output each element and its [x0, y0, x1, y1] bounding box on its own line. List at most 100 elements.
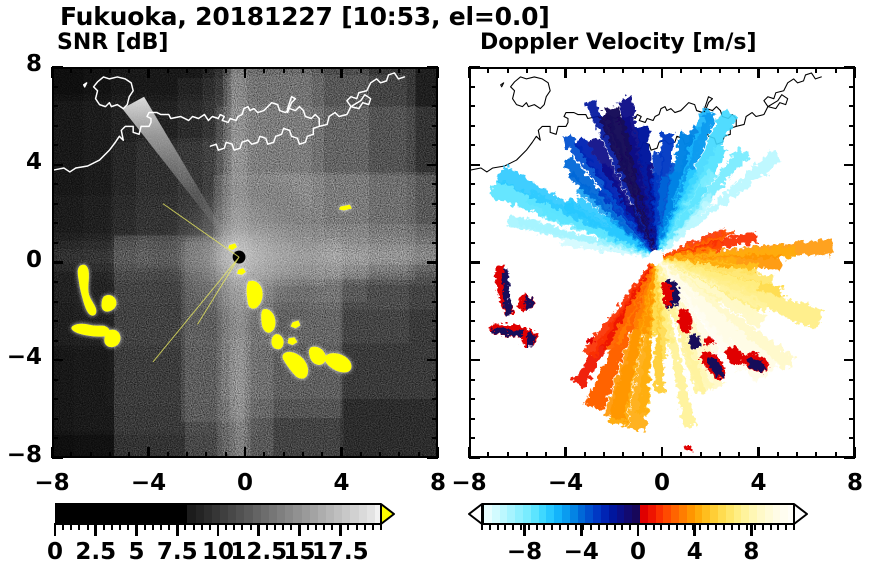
y-major-tick-right [427, 65, 438, 69]
y-minor-tick [469, 437, 475, 440]
y-minor-tick [52, 241, 58, 244]
colorbar-cell [632, 505, 641, 523]
snr-colorbar[interactable] [55, 503, 395, 525]
colorbar-minor-tick [543, 523, 546, 530]
colorbar-tick-label: 15 [283, 539, 316, 565]
colorbar-tick-label: 0 [629, 539, 646, 565]
y-minor-tick-right [432, 398, 438, 401]
x-minor-tick-top [301, 67, 304, 73]
colorbar-minor-tick [520, 523, 522, 530]
colorbar-cell [491, 505, 501, 523]
x-minor-tick [379, 452, 382, 458]
y-minor-tick-right [849, 281, 855, 284]
y-minor-tick [469, 105, 475, 108]
colorbar-tick-label: −4 [563, 539, 599, 565]
doppler-colorbar[interactable] [468, 503, 808, 525]
colorbar-cell [741, 505, 750, 523]
colorbar-minor-tick [559, 523, 561, 530]
x-major-tick [564, 447, 567, 458]
colorbar-cell [203, 505, 213, 523]
colorbar-cell [577, 505, 586, 523]
doppler-clutter-southeast [586, 280, 769, 453]
y-minor-tick-right [432, 378, 438, 381]
y-major-tick-right [427, 456, 438, 460]
colorbar-cell [285, 505, 294, 523]
y-minor-tick [469, 144, 475, 147]
colorbar-cell [309, 505, 319, 523]
colorbar-minor-tick [582, 523, 585, 530]
x-minor-tick [108, 452, 111, 458]
x-minor-tick [718, 452, 721, 458]
colorbar-minor-tick [371, 523, 374, 530]
colorbar-cell [252, 505, 262, 523]
y-major-tick [469, 65, 480, 69]
y-major-tick [469, 359, 480, 362]
colorbar-major-tick [298, 523, 301, 536]
x-minor-tick-top [506, 67, 509, 73]
colorbar-cell [146, 505, 156, 523]
colorbar-minor-tick [691, 523, 694, 530]
colorbar-minor-tick [192, 523, 195, 530]
colorbar-cell [268, 505, 278, 523]
y-minor-tick-right [849, 417, 855, 420]
x-major-tick [757, 447, 760, 458]
x-minor-tick-top [834, 67, 837, 73]
colorbar-cell [671, 505, 680, 523]
y-minor-tick-right [849, 398, 855, 401]
y-major-tick-right [427, 359, 438, 362]
x-minor-tick-top [263, 67, 266, 73]
colorbar-cell [484, 505, 493, 523]
colorbar-cell [601, 505, 610, 523]
colorbar-cell [228, 505, 237, 523]
colorbar-major-tick [94, 523, 98, 536]
doppler-clutter-west [488, 264, 538, 348]
colorbar-tick-label: 17.5 [311, 539, 369, 565]
colorbar-major-tick [53, 523, 57, 536]
colorbar-minor-tick [746, 523, 749, 530]
colorbar-minor-tick [496, 523, 499, 530]
x-minor-tick [815, 452, 818, 458]
y-major-tick-right [844, 261, 855, 264]
x-minor-tick [205, 452, 208, 458]
x-major-tick-top [147, 67, 150, 78]
colorbar-minor-tick [290, 523, 293, 530]
y-minor-tick [469, 124, 475, 127]
colorbar-cell [585, 505, 594, 523]
y-minor-tick-right [849, 378, 855, 381]
x-minor-tick [186, 452, 189, 458]
x-major-tick-top [564, 67, 567, 78]
colorbar-minor-tick [551, 523, 554, 530]
colorbar-minor-tick [598, 523, 600, 530]
x-minor-tick-top [738, 67, 741, 73]
doppler-plot-area[interactable] [469, 67, 855, 458]
y-minor-tick-right [432, 85, 438, 88]
snr-plot-area[interactable] [52, 67, 438, 458]
x-minor-tick-top [796, 67, 799, 73]
x-major-tick [853, 447, 857, 458]
x-minor-tick [301, 452, 304, 458]
snr-colorbar-track [55, 503, 384, 525]
x-minor-tick [680, 452, 683, 458]
y-minor-tick-right [849, 183, 855, 186]
y-minor-tick-right [432, 241, 438, 244]
colorbar-tick-label: 0 [46, 539, 63, 565]
x-minor-tick-top [205, 67, 208, 73]
y-major-tick [469, 163, 480, 166]
x-major-tick [243, 447, 247, 458]
x-major-tick-top [467, 67, 471, 78]
colorbar-cell [562, 505, 571, 523]
x-minor-tick-top [641, 67, 644, 73]
colorbar-cell [114, 505, 123, 523]
colorbar-cell [73, 505, 83, 523]
colorbar-minor-tick [322, 523, 325, 530]
y-minor-tick [52, 202, 58, 205]
y-minor-tick [469, 222, 475, 225]
x-major-tick [467, 447, 471, 458]
x-minor-tick-top [398, 67, 401, 73]
x-minor-tick-top [359, 67, 362, 73]
colorbar-cell [130, 505, 140, 523]
y-minor-tick [52, 417, 58, 420]
colorbar-cell [640, 505, 649, 523]
x-axis-label: 0 [653, 470, 670, 496]
